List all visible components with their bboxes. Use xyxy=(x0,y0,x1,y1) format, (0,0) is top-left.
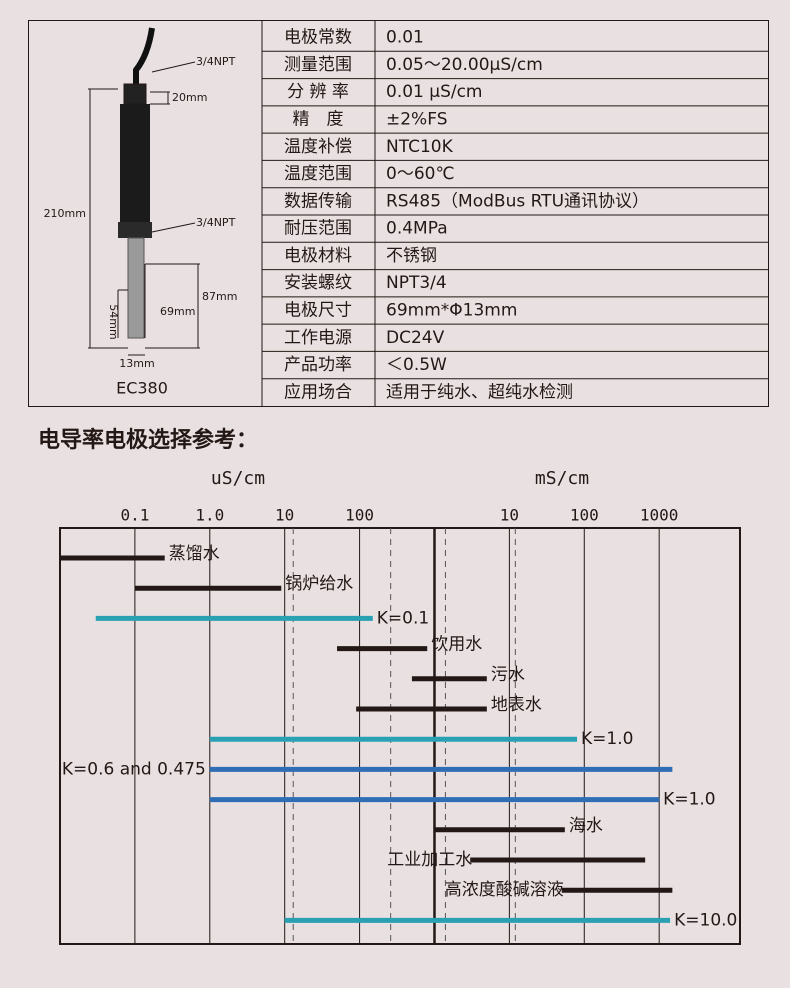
spec-label: 电极尺寸 xyxy=(284,301,352,321)
range-label: K=1.0 xyxy=(663,790,715,810)
spec-value: DC24V xyxy=(386,328,445,348)
chart-title: 电导率电极选择参考： xyxy=(38,427,258,453)
spec-label: 耐压范围 xyxy=(284,219,352,239)
dimension-label: 13mm xyxy=(119,357,154,370)
range-label: 蒸馏水 xyxy=(169,544,220,564)
spec-label: 安装螺纹 xyxy=(284,273,352,293)
spec-value: 0.01 xyxy=(386,28,424,48)
range-label: 污水 xyxy=(491,665,525,685)
dimension-label: 69mm xyxy=(160,305,195,318)
range-label: 高浓度酸碱溶液 xyxy=(445,880,564,900)
spec-label: 温度范围 xyxy=(284,164,352,184)
spec-label: 数据传输 xyxy=(284,191,352,211)
range-label: 海水 xyxy=(569,816,603,836)
spec-value: 0.01 μS/cm xyxy=(386,82,483,102)
spec-value: 0.4MPa xyxy=(386,219,448,239)
spec-label: 电极材料 xyxy=(284,246,352,266)
spec-box xyxy=(28,20,769,407)
range-label: K=0.1 xyxy=(377,608,429,628)
x-tick-label: 1000 xyxy=(640,506,679,525)
x-tick-label: 100 xyxy=(345,506,374,525)
range-label: 地表水 xyxy=(491,695,542,715)
spec-value: ±2%FS xyxy=(386,110,447,130)
spec-value: NPT3/4 xyxy=(386,273,447,293)
spec-value: 不锈钢 xyxy=(386,246,437,266)
x-unit-label: mS/cm xyxy=(535,468,589,489)
spec-value: 0.05～20.00μS/cm xyxy=(386,55,543,75)
x-tick-label: 10 xyxy=(275,506,294,525)
spec-value: 适用于纯水、超纯水检测 xyxy=(386,382,573,402)
dimension-label: 3/4NPT xyxy=(196,216,236,229)
dimension-label: 3/4NPT xyxy=(196,55,236,68)
plot-frame xyxy=(59,527,741,945)
dimension-label: 210mm xyxy=(44,207,86,220)
range-label: K=10.0 xyxy=(674,910,737,930)
spec-value: RS485（ModBus RTU通讯协议） xyxy=(386,191,649,211)
spec-label: 电极常数 xyxy=(284,28,352,48)
x-tick-label: 0.1 xyxy=(120,506,149,525)
x-tick-label: 10 xyxy=(500,506,519,525)
spec-label: 分 辨 率 xyxy=(287,82,349,102)
spec-label: 温度补偿 xyxy=(284,137,352,157)
spec-label: 精 度 xyxy=(293,110,344,130)
range-label: 锅炉给水 xyxy=(285,574,353,594)
range-label: K=0.6 and 0.475 xyxy=(62,759,206,779)
spec-label: 产品功率 xyxy=(284,355,352,375)
model-label: EC380 xyxy=(116,379,168,398)
dimension-label: 87mm xyxy=(202,290,237,303)
x-tick-label: 100 xyxy=(570,506,599,525)
spec-label: 测量范围 xyxy=(284,55,352,75)
dimension-label: 54mm xyxy=(107,304,120,339)
spec-value: ＜0.5W xyxy=(386,355,447,375)
probe-drawing xyxy=(88,27,200,356)
range-label: K=1.0 xyxy=(581,729,633,749)
spec-value: NTC10K xyxy=(386,137,454,157)
spec-value: 69mm*Φ13mm xyxy=(386,301,517,321)
spec-label: 应用场合 xyxy=(284,382,352,402)
spec-value: 0～60℃ xyxy=(386,164,455,184)
x-unit-label: uS/cm xyxy=(211,468,265,489)
range-label: 饮用水 xyxy=(431,635,482,655)
dimension-label: 20mm xyxy=(172,91,207,104)
spec-label: 工作电源 xyxy=(284,328,352,348)
x-tick-label: 1.0 xyxy=(195,506,224,525)
range-label: 工业加工水 xyxy=(387,850,472,870)
